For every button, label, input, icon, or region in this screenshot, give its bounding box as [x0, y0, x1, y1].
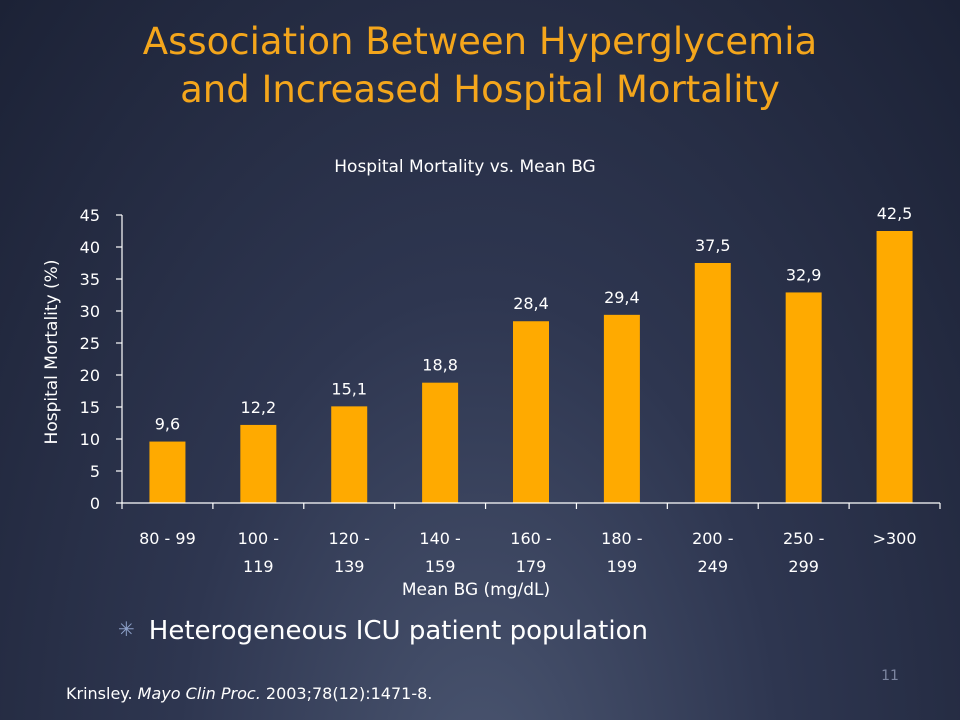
x-tick-label: 159	[425, 557, 456, 576]
y-tick-label: 15	[80, 398, 100, 417]
x-axis: 80 - 99 100 - 119 120 - 139 140 - 159 160 - 179 1…	[121, 502, 941, 576]
x-tick-label: 249	[698, 557, 729, 576]
data-labels: 9,6 12,2 15,1 18,8 28,4 29,4 37,5 32,9 42,5	[155, 204, 913, 434]
bullet-text: Heterogeneous ICU patient population	[148, 616, 648, 646]
data-label: 9,6	[155, 415, 180, 434]
y-tick-label: 25	[80, 334, 100, 353]
asterisk-bullet-icon: ✳	[118, 617, 135, 641]
citation-journal: Mayo Clin Proc.	[137, 684, 261, 703]
x-tick-label: 199	[607, 557, 638, 576]
bar	[240, 424, 277, 503]
y-tick-label: 0	[90, 494, 100, 513]
y-tick-label: 5	[90, 462, 100, 481]
x-tick-label: 160 -	[510, 529, 551, 548]
y-tick-label: 10	[80, 430, 100, 449]
data-label: 37,5	[695, 236, 731, 255]
data-label: 28,4	[513, 294, 549, 313]
x-tick-label: 179	[516, 557, 547, 576]
x-tick-label: 139	[334, 557, 365, 576]
bar	[149, 441, 186, 503]
x-tick-label: 119	[243, 557, 274, 576]
y-axis: 0 5 10 15 20 25 30 35 40 45	[80, 206, 123, 513]
x-axis-label: Mean BG (mg/dL)	[402, 580, 550, 600]
citation-details: 2003;78(12):1471-8.	[265, 684, 433, 703]
slide-title: Association Between Hyperglycemia and In…	[40, 18, 920, 114]
citation: Krinsley. Mayo Clin Proc. 2003;78(12):14…	[66, 684, 432, 703]
y-tick-label: 35	[80, 270, 100, 289]
x-tick-label: 140 -	[419, 529, 460, 548]
slide-title-line-2: and Increased Hospital Mortality	[180, 68, 780, 111]
citation-author: Krinsley.	[66, 684, 133, 703]
data-label: 18,8	[422, 356, 458, 375]
data-label: 12,2	[241, 398, 277, 417]
page-number: 11	[881, 668, 899, 684]
y-tick-label: 30	[80, 302, 100, 321]
bar	[694, 263, 731, 503]
data-label: 32,9	[786, 265, 822, 284]
data-label: 42,5	[877, 204, 913, 223]
x-tick-label: >300	[873, 529, 917, 548]
bars	[149, 231, 913, 503]
chart-title: Hospital Mortality vs. Mean BG	[334, 157, 595, 177]
y-tick-label: 40	[80, 238, 100, 257]
x-tick-label: 250 -	[783, 529, 824, 548]
bar	[422, 382, 459, 503]
bar	[876, 231, 913, 503]
bar	[785, 292, 822, 503]
bullet-item: ✳ Heterogeneous ICU patient population	[118, 616, 648, 646]
bar	[603, 314, 640, 503]
data-label: 15,1	[331, 379, 367, 398]
y-tick-label: 45	[80, 206, 100, 225]
y-axis-label: Hospital Mortality (%)	[42, 260, 62, 445]
bar	[331, 406, 368, 503]
x-tick-label: 299	[788, 557, 819, 576]
x-tick-label: 120 -	[329, 529, 370, 548]
x-tick-label: 200 -	[692, 529, 733, 548]
x-tick-label: 100 -	[238, 529, 279, 548]
slide-title-line-1: Association Between Hyperglycemia	[142, 20, 818, 63]
x-tick-label: 80 - 99	[139, 529, 196, 548]
bar	[513, 321, 549, 503]
x-tick-label: 180 -	[601, 529, 642, 548]
data-label: 29,4	[604, 288, 640, 307]
y-tick-label: 20	[80, 366, 100, 385]
